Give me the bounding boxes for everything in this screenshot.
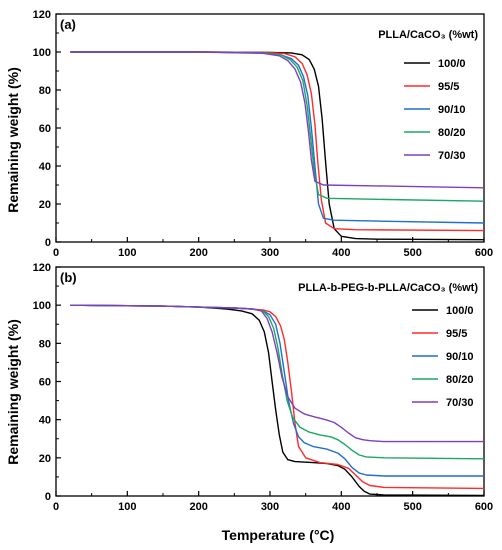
x-tick-label: 200 xyxy=(189,501,207,513)
series-line-100-0 xyxy=(70,51,485,241)
legend-title: PLLA/CaCO₃ (%wt) xyxy=(378,29,478,41)
series-line-80-20 xyxy=(70,51,485,202)
y-tick-label: 0 xyxy=(45,491,51,503)
y-tick-label: 0 xyxy=(45,237,51,249)
legend-label: 90/10 xyxy=(446,351,474,363)
x-tick-label: 600 xyxy=(475,247,493,259)
legend-label: 70/30 xyxy=(438,150,466,162)
series-line-70-30 xyxy=(70,51,485,189)
series-line-90-10 xyxy=(70,304,484,477)
legend-label: 95/5 xyxy=(446,328,467,340)
panel-label: (a) xyxy=(60,17,76,32)
series-line-95-5 xyxy=(70,51,485,232)
x-tick-label: 0 xyxy=(53,501,59,513)
x-axis-title: Temperature (°C) xyxy=(222,527,335,543)
plot-frame xyxy=(55,13,485,243)
series-line-70-30 xyxy=(70,304,484,443)
plot-frame xyxy=(55,266,485,497)
x-tick-label: 400 xyxy=(332,247,350,259)
chart-panel-a: 0 100 200 300 400 500 600 0 20 40 60 80 100 120 (a) PLL… xyxy=(33,9,494,259)
legend-label: 100/0 xyxy=(438,58,466,70)
y-tick-label: 120 xyxy=(33,262,51,274)
legend-label: 90/10 xyxy=(438,104,466,116)
y-axis-title: Remaining weight (%) xyxy=(5,67,21,212)
y-tick-label: 80 xyxy=(39,338,51,350)
x-tick-label: 600 xyxy=(475,501,493,513)
y-tick-label: 40 xyxy=(39,161,51,173)
x-tick-label: 500 xyxy=(403,501,421,513)
x-tick-label: 400 xyxy=(332,501,350,513)
legend-label: 100/0 xyxy=(446,305,474,317)
y-tick-label: 100 xyxy=(33,300,51,312)
legend-title: PLLA-b-PEG-b-PLLA/CaCO₃ (%wt) xyxy=(298,282,478,294)
x-tick-label: 300 xyxy=(261,247,279,259)
y-tick-label: 60 xyxy=(39,123,51,135)
y-tick-label: 40 xyxy=(39,415,51,427)
series-line-90-10 xyxy=(70,51,485,224)
panel-label: (b) xyxy=(60,270,77,285)
legend-label: 80/20 xyxy=(438,127,466,139)
x-tick-label: 300 xyxy=(261,501,279,513)
legend-label: 80/20 xyxy=(446,374,474,386)
legend-label: 70/30 xyxy=(446,397,474,409)
y-tick-label: 20 xyxy=(39,453,51,465)
y-tick-label: 100 xyxy=(33,47,51,59)
y-tick-label: 20 xyxy=(39,199,51,211)
x-tick-label: 200 xyxy=(189,247,207,259)
y-tick-label: 60 xyxy=(39,377,51,389)
series-line-100-0 xyxy=(70,304,485,497)
y-tick-label: 120 xyxy=(33,9,51,21)
legend-label: 95/5 xyxy=(438,81,459,93)
x-tick-label: 100 xyxy=(118,247,136,259)
chart-panel-b: 0 100 200 300 400 500 600 0 20 40 60 80 100 120 (b) PLL… xyxy=(33,262,494,513)
x-tick-label: 100 xyxy=(118,501,136,513)
x-tick-label: 0 xyxy=(53,247,59,259)
x-tick-label: 500 xyxy=(403,247,421,259)
y-axis-title-lower: Remaining weight (%) xyxy=(5,319,21,464)
y-tick-label: 80 xyxy=(39,85,51,97)
